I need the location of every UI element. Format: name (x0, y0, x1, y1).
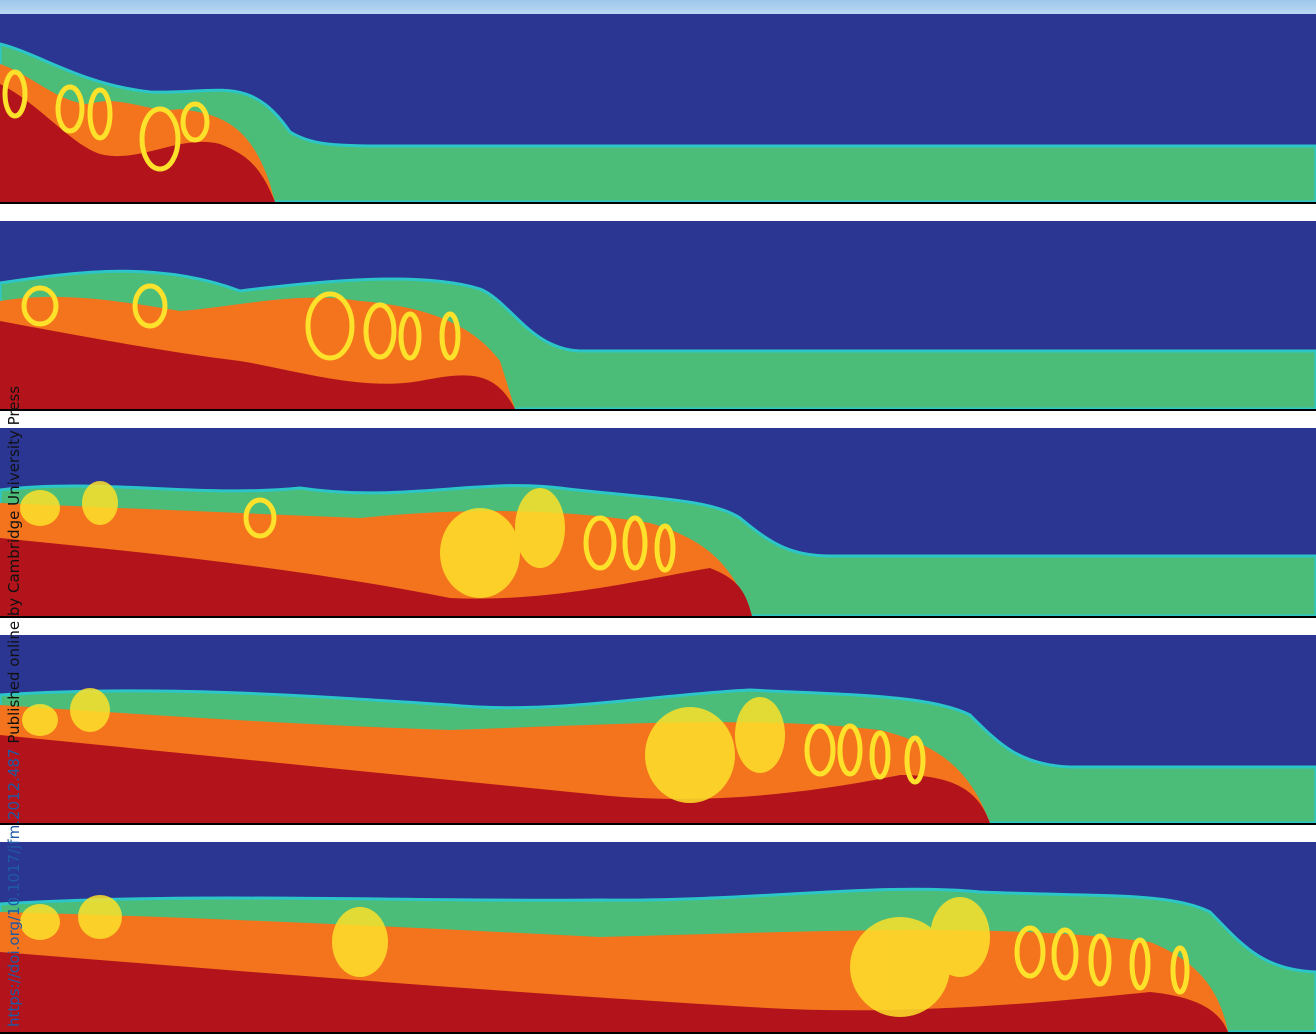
doi-margin-note: https://doi.org/10.1017/jfm.2012.487 Pub… (5, 367, 23, 1027)
panel-divider (0, 409, 1316, 411)
panel-divider (0, 202, 1316, 204)
panel-2 (0, 221, 1316, 409)
panel-4-field (0, 635, 1316, 823)
panel-1 (0, 14, 1316, 202)
panel-5 (0, 842, 1316, 1032)
top-band (0, 0, 1316, 14)
panel-4 (0, 635, 1316, 823)
panel-divider (0, 1032, 1316, 1034)
panel-5-field (0, 842, 1316, 1032)
publisher-note: Published online by Cambridge University… (5, 385, 23, 749)
doi-link[interactable]: https://doi.org/10.1017/jfm.2012.487 (5, 748, 23, 1027)
panel-3 (0, 428, 1316, 616)
panel-divider (0, 823, 1316, 825)
panel-divider (0, 616, 1316, 618)
panel-2-field (0, 221, 1316, 409)
panel-3-field (0, 428, 1316, 616)
panel-1-field (0, 14, 1316, 202)
